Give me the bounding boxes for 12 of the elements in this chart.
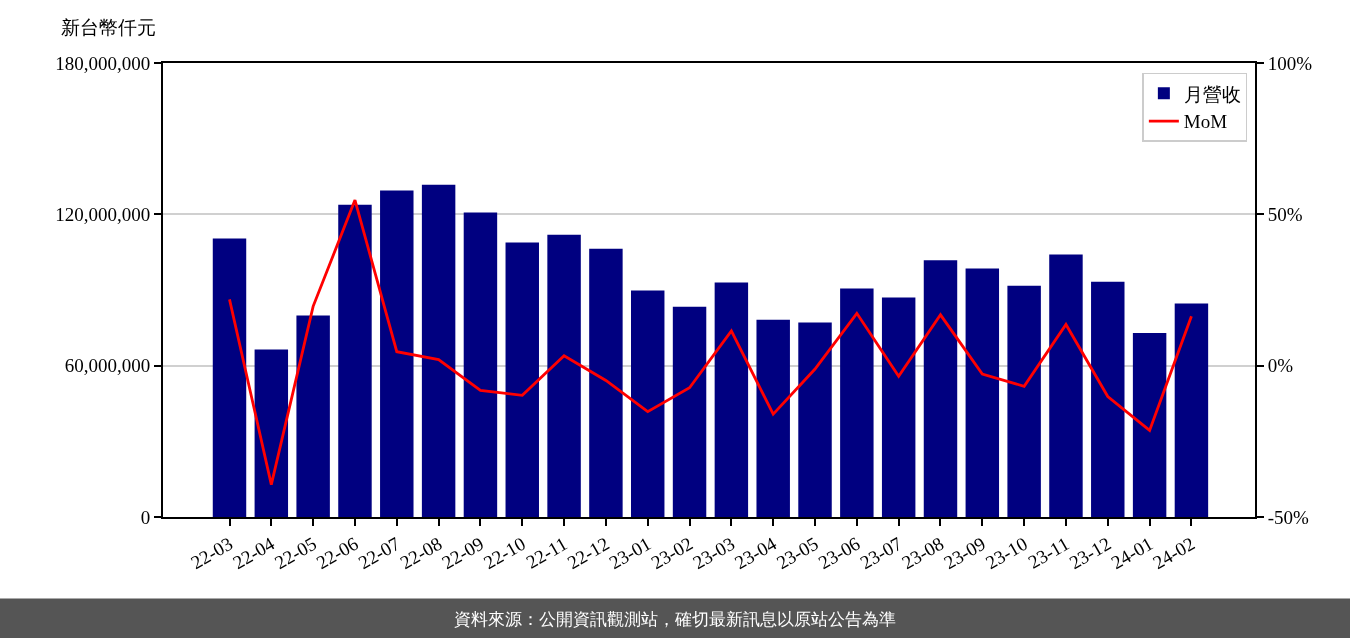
y-tick-label: 120,000,000 — [55, 203, 151, 225]
y2-tick-label: -50% — [1267, 506, 1310, 528]
legend-label: 月營收 — [1183, 83, 1241, 105]
y-axis-title: 新台幣仟元 — [61, 17, 156, 38]
y2-tick-label: 100% — [1267, 52, 1313, 74]
legend-label: MoM — [1183, 111, 1228, 133]
y-tick-label: 180,000,000 — [55, 52, 151, 74]
y-tick-label: 60,000,000 — [64, 355, 151, 377]
source-note: 資料來源：公開資訊觀測站，確切最新訊息以原站公告為準 — [454, 609, 896, 629]
y2-tick-label: 50% — [1267, 203, 1303, 225]
y-tick-label: 0 — [140, 506, 151, 528]
y2-tick-label: 0% — [1267, 355, 1294, 377]
